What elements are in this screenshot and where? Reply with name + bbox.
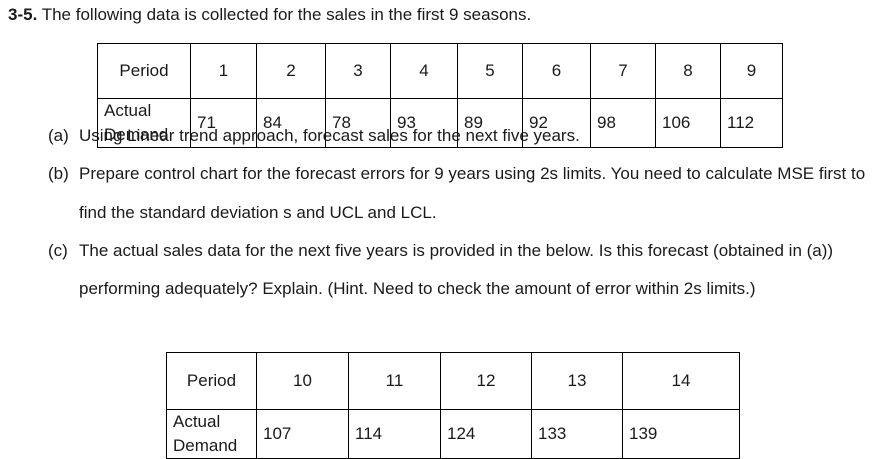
table-cell: 14 [622,352,740,410]
table-cell: 84 [256,98,326,148]
row-header: Period [97,43,191,99]
table-cell: 9 [720,43,783,99]
table-row: Period 1 2 3 4 5 6 7 8 9 [97,43,783,99]
table-cell: 124 [440,409,532,459]
row-header: Period [166,352,257,410]
table-cell: 6 [522,43,591,99]
table-cell: 11 [348,352,441,410]
part-text: The actual sales data for the next five … [79,240,834,299]
table-cell: 8 [655,43,721,99]
part-label: (a) [48,126,69,145]
part-text: Prepare control chart for the forecast e… [79,164,866,222]
table-cell: 114 [348,409,441,459]
row-header: Actual Demand [97,98,191,148]
page: 3-5. The following data is collected for… [8,5,870,459]
table-cell: 4 [390,43,458,99]
table-cell: 1 [190,43,257,99]
table-cell: 3 [325,43,391,99]
part-label: (c) [48,240,68,260]
table-cell: 133 [531,409,623,459]
table-cell: 2 [256,43,326,99]
problem-text: The following data is collected for the … [41,5,532,24]
part: (c) The actual sales data for the next fi… [48,232,870,309]
table-cell: 5 [457,43,523,99]
table-row: Actual Demand 107 114 124 133 139 [166,409,740,459]
part-text: Using Linear trend approach, forecast sa… [79,126,580,145]
table-cell: 93 [390,98,458,148]
future-sales-table: Period 10 11 12 13 14 Actual Demand 107 114 124 13… [166,352,740,459]
part: (b) Prepare control chart for the forecas… [48,155,870,232]
table-cell: 92 [522,98,591,148]
table-cell: 12 [440,352,532,410]
row-header: Actual Demand [166,409,257,459]
part: (a) Using Linear trend approach, forecast… [48,117,870,155]
problem-heading: 3-5. The following data is collected for… [8,5,531,25]
table-cell: 98 [590,98,656,148]
table-row: Actual Demand 71 84 78 93 89 92 98 106 112 [97,98,783,148]
table-cell: 7 [590,43,656,99]
problem-number: 3-5. [8,5,38,24]
table-cell: 107 [256,409,349,459]
table-cell: 10 [256,352,349,410]
table-row: Period 10 11 12 13 14 [166,352,740,410]
table-cell: 71 [190,98,257,148]
parts: (a) Using Linear trend approach, forecast… [48,117,870,308]
sales-table: Period 1 2 3 4 5 6 7 8 9 Actual Demand 71 84 78 93 89 92… [97,43,783,148]
part-label: (b) [48,164,69,184]
table-cell: 139 [622,409,740,459]
table-cell: 89 [457,98,523,148]
table-cell: 13 [531,352,623,410]
table-cell: 112 [720,98,783,148]
